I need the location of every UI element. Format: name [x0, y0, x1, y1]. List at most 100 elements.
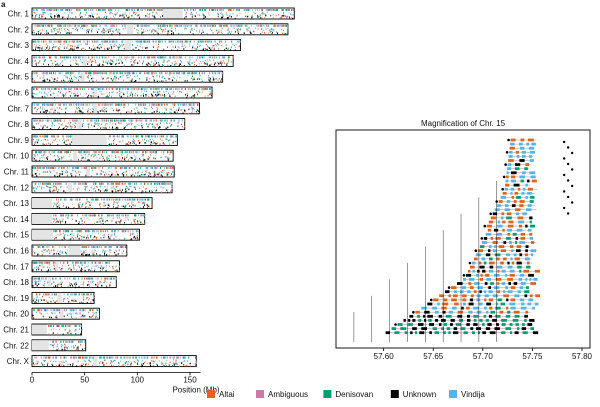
fragment-mark: [40, 107, 41, 110]
fragment-mark: [149, 29, 150, 31]
fragment-mark: [70, 56, 71, 59]
fragment-mark: [62, 93, 63, 95]
fragment-mark: [44, 95, 46, 98]
fragment-mark: [223, 60, 224, 62]
fragment-mark: [68, 72, 69, 75]
fragment-mark: [129, 72, 131, 75]
fragment-mark: [288, 12, 290, 14]
fragment-mark: [92, 167, 94, 169]
fragment-mark: [81, 268, 82, 270]
fragment-mark: [155, 40, 156, 43]
fragment-mark: [153, 91, 155, 93]
fragment-mark: [260, 24, 261, 27]
fragment-mark: [199, 88, 201, 90]
fragment-mark: [142, 40, 145, 43]
fragment-mark: [64, 40, 66, 43]
fragment-mark: [50, 186, 52, 189]
fragment-mark: [147, 140, 149, 142]
fragment-mark: [43, 125, 44, 127]
fragment-mark: [219, 9, 220, 11]
fragment-mark: [113, 188, 115, 190]
fragment-mark: [98, 28, 99, 31]
fragment-mark: [260, 33, 262, 35]
fragment-mark: [67, 81, 69, 83]
fragment-mark: [226, 14, 227, 16]
fragment-mark: [122, 92, 124, 94]
fragment-mark: [99, 151, 100, 154]
fragment-mark: [90, 88, 92, 90]
fragment-mark: [153, 9, 154, 11]
fragment-mark: [54, 16, 55, 19]
fragment-mark: [53, 185, 55, 187]
fragment-mark: [34, 280, 36, 282]
fragment-mark: [210, 28, 211, 30]
fragment-mark: [220, 62, 222, 64]
fragment-mark: [123, 93, 125, 96]
fragment-mark: [105, 9, 106, 11]
fragment-mark: [100, 128, 101, 130]
fragment-mark: [44, 139, 46, 141]
fragment-mark: [200, 40, 202, 43]
fragment-mark: [71, 284, 73, 287]
fragment-mark: [91, 28, 93, 31]
fragment-mark: [51, 312, 53, 314]
fragment-mark: [147, 135, 149, 138]
fragment-mark: [53, 9, 55, 11]
fragment-mark: [247, 15, 249, 18]
fragment-mark: [56, 316, 58, 319]
fragment-mark: [35, 93, 37, 95]
fragment-mark: [202, 91, 203, 93]
fragment-mark: [92, 77, 93, 79]
fragment-mark: [178, 122, 179, 124]
fragment-mark: [111, 123, 113, 125]
fragment-mark: [97, 283, 99, 286]
fragment-mark: [233, 27, 235, 29]
fragment-mark: [91, 238, 94, 241]
fragment-mark: [106, 189, 108, 191]
fragment-mark: [59, 126, 60, 128]
fragment-mark: [101, 93, 103, 95]
fragment-mark: [71, 237, 72, 240]
fragment-mark: [188, 72, 190, 75]
fragment-mark: [48, 88, 50, 90]
fragment-mark: [69, 32, 70, 35]
fragment-mark: [32, 277, 34, 280]
fragment-mark: [124, 157, 126, 160]
fragment-mark: [100, 109, 102, 112]
fragment-mark: [115, 9, 116, 11]
fragment-mark: [38, 16, 40, 19]
fragment-mark: [194, 72, 196, 75]
fragment-mark: [94, 214, 96, 217]
fragment-mark: [84, 24, 85, 27]
fragment-mark: [48, 250, 50, 252]
fragment-mark: [103, 198, 105, 201]
fragment-mark: [81, 125, 83, 128]
fragment-mark: [67, 249, 69, 251]
fragment-mark: [187, 94, 189, 97]
fragment-mark: [154, 79, 156, 82]
fragment-mark: [71, 167, 73, 169]
fragment-mark: [58, 72, 60, 75]
fragment-mark: [74, 56, 75, 59]
fragment-mark: [135, 144, 137, 146]
fragment-mark: [72, 119, 73, 122]
fragment-mark: [70, 49, 72, 51]
fragment-mark: [141, 173, 142, 176]
fragment-mark: [146, 90, 148, 92]
fragment-mark: [39, 261, 41, 264]
fragment-mark: [86, 186, 88, 188]
fragment-mark: [258, 24, 259, 27]
fragment-mark: [54, 135, 55, 138]
fragment-mark: [120, 95, 122, 98]
fragment-mark: [223, 56, 225, 59]
fragment-mark: [115, 103, 116, 106]
fragment-mark: [36, 293, 38, 296]
fragment-mark: [184, 17, 185, 20]
fragment-mark: [148, 40, 150, 43]
fragment-mark: [138, 103, 139, 106]
fragment-mark: [53, 92, 55, 95]
fragment-mark: [96, 123, 98, 125]
fragment-mark: [78, 266, 80, 268]
fragment-mark: [76, 46, 79, 49]
fragment-mark: [71, 233, 73, 235]
